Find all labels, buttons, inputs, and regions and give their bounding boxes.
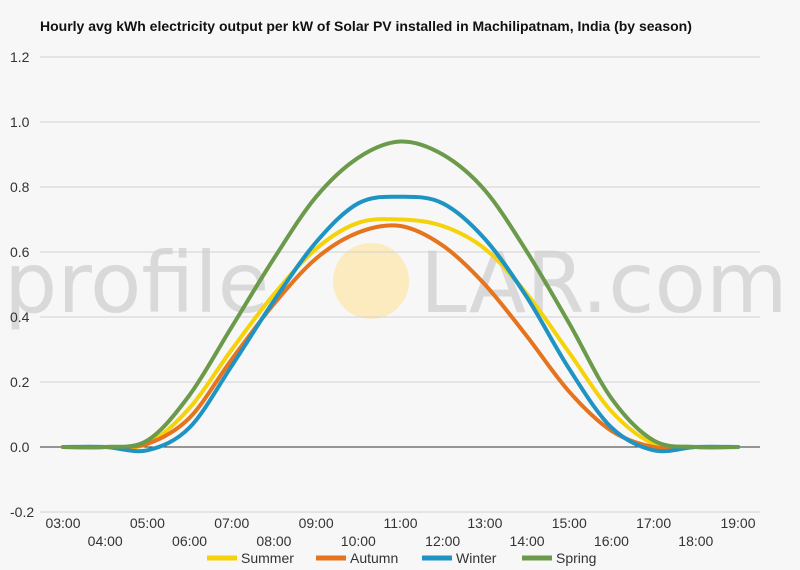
chart-title: Hourly avg kWh electricity output per kW…: [40, 18, 692, 34]
x-tick-label: 03:00: [45, 515, 80, 531]
y-tick-label: 0.8: [10, 179, 30, 195]
x-tick-label: 07:00: [214, 515, 249, 531]
watermark-text-left: profile: [4, 234, 269, 332]
x-tick-label: 04:00: [88, 533, 123, 549]
x-tick-label: 19:00: [720, 515, 755, 531]
x-tick-label: 17:00: [636, 515, 671, 531]
watermark-sun-icon: [333, 243, 409, 319]
y-tick-label: 0.4: [10, 309, 30, 325]
x-tick-label: 15:00: [552, 515, 587, 531]
x-tick-label: 05:00: [130, 515, 165, 531]
x-tick-label: 10:00: [341, 533, 376, 549]
series-line-winter: [61, 194, 740, 454]
y-tick-label: 1.2: [10, 49, 30, 65]
x-tick-label: 18:00: [678, 533, 713, 549]
series-line-spring: [61, 139, 740, 450]
x-tick-label: 14:00: [510, 533, 545, 549]
x-tick-label: 08:00: [256, 533, 291, 549]
x-tick-label: 13:00: [467, 515, 502, 531]
watermark: profile LAR.com: [4, 234, 788, 332]
x-tick-label: 09:00: [299, 515, 334, 531]
series-line-summer: [61, 217, 740, 450]
x-tick-label: 12:00: [425, 533, 460, 549]
y-tick-label: 0.6: [10, 244, 30, 260]
legend-label-winter: Winter: [456, 550, 497, 566]
y-tick-label: -0.2: [10, 504, 34, 520]
legend-label-autumn: Autumn: [350, 550, 398, 566]
y-tick-label: 0.2: [10, 374, 30, 390]
legend-label-summer: Summer: [241, 550, 294, 566]
x-tick-label: 16:00: [594, 533, 629, 549]
y-tick-label: 0.0: [10, 439, 30, 455]
x-tick-label: 06:00: [172, 533, 207, 549]
x-tick-label: 11:00: [384, 515, 418, 531]
legend-label-spring: Spring: [556, 550, 596, 566]
series-lines: [61, 139, 740, 454]
axis-labels: -0.2 0.0 0.2 0.4 0.6 0.8 1.0 1.2 03:00 04:00 05:00…: [10, 49, 756, 549]
y-tick-label: 1.0: [10, 114, 30, 130]
legend: Summer Autumn Winter Spring: [207, 550, 596, 566]
